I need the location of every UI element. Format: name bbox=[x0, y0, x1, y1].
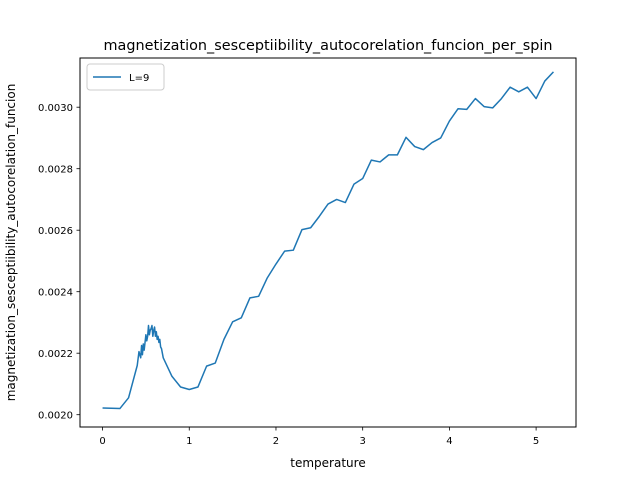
x-tick-label: 2 bbox=[273, 436, 279, 447]
y-axis-label: magnetization_sesceptiibility_autocorela… bbox=[4, 84, 18, 402]
x-axis-label: temperature bbox=[290, 456, 365, 470]
series-layer bbox=[102, 71, 554, 410]
y-tick-label: 0.0020 bbox=[38, 410, 73, 421]
y-tick-label: 0.0028 bbox=[38, 164, 73, 175]
y-axis: 0.0020 0.0022 0.0024 0.0026 0.0028 0.0030 bbox=[38, 103, 80, 421]
y-tick-label: 0.0026 bbox=[38, 226, 73, 237]
x-tick-label: 4 bbox=[446, 436, 452, 447]
legend-box bbox=[86, 63, 165, 91]
legend-label: L=9 bbox=[129, 73, 149, 84]
y-tick-label: 0.0030 bbox=[38, 103, 73, 114]
series-line-0 bbox=[102, 71, 554, 410]
x-tick-label: 1 bbox=[186, 436, 192, 447]
x-tick-label: 0 bbox=[99, 436, 105, 447]
x-axis: 0 1 2 3 4 5 bbox=[99, 427, 539, 447]
y-tick-label: 0.0022 bbox=[38, 349, 73, 360]
x-tick-label: 5 bbox=[533, 436, 539, 447]
plot-frame bbox=[79, 57, 577, 428]
y-tick-label: 0.0024 bbox=[38, 287, 73, 298]
legend: L=9 bbox=[86, 63, 165, 91]
x-tick-label: 3 bbox=[359, 436, 365, 447]
chart-title: magnetization_sesceptiibility_autocorela… bbox=[104, 38, 553, 54]
